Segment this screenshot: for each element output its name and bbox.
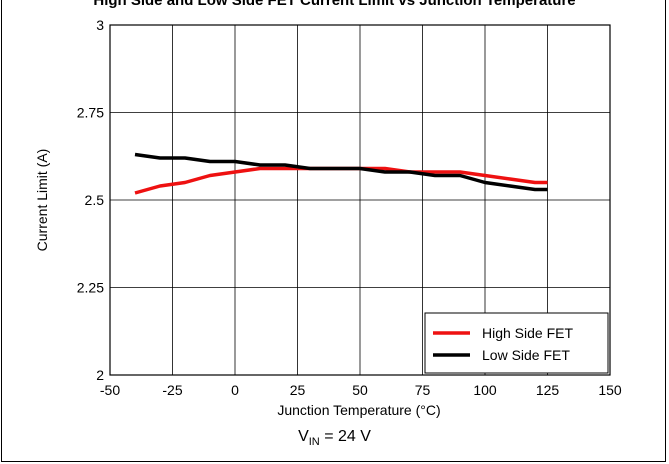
caption-main: V <box>298 428 309 445</box>
x-tick-label: 0 <box>231 382 239 398</box>
x-tick-label: 50 <box>352 382 368 398</box>
y-tick-label: 2.75 <box>77 105 104 121</box>
plot-area-border <box>109 24 611 376</box>
series-line-0 <box>134 166 548 195</box>
x-tick-label: 150 <box>598 382 622 398</box>
legend-label-1: Low Side FET <box>482 347 570 363</box>
chart-caption: VIN = 24 V <box>0 428 669 448</box>
x-tick-label: 125 <box>536 382 560 398</box>
series-line-1 <box>134 152 548 192</box>
y-axis-label: Current Limit (A) <box>34 149 50 252</box>
x-tick-label: 75 <box>415 382 431 398</box>
x-axis-label: Junction Temperature (°C) <box>277 402 440 418</box>
legend-label-0: High Side FET <box>482 325 573 341</box>
caption-rest: = 24 V <box>319 428 371 445</box>
y-tick-labels: 2 2.25 2.5 2.75 3 <box>77 17 104 383</box>
x-tick-label: 100 <box>473 382 497 398</box>
x-tick-label: 25 <box>290 382 306 398</box>
caption-subscript: IN <box>308 436 320 449</box>
legend: High Side FET Low Side FET <box>424 312 609 374</box>
x-tick-label: -50 <box>100 382 120 398</box>
y-tick-label: 2 <box>96 367 104 383</box>
y-tick-label: 2.5 <box>85 192 105 208</box>
x-tick-labels: -50 -25 0 25 50 75 100 125 150 <box>100 382 622 398</box>
legend-box <box>424 312 609 374</box>
chart-title: High Side and Low Side FET Current Limit… <box>93 0 576 9</box>
y-tick-label: 2.25 <box>77 280 104 296</box>
x-tick-label: -25 <box>162 382 182 398</box>
series-lines <box>134 152 548 195</box>
y-tick-label: 3 <box>96 17 104 33</box>
